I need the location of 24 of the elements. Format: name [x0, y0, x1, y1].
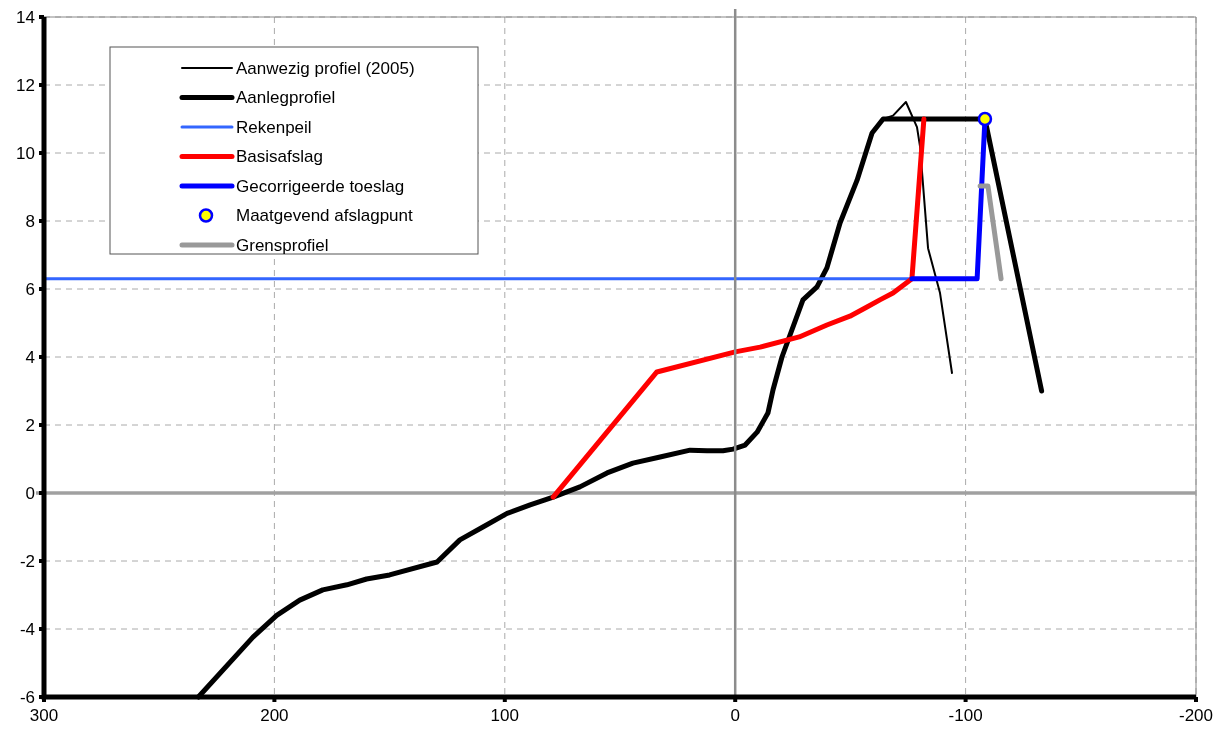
y-tick-label: -4	[19, 619, 35, 639]
x-tick-label: -200	[1178, 706, 1214, 725]
y-tick-label: 10	[16, 143, 35, 163]
y-tick-label: 4	[25, 347, 35, 367]
y-tick-label: 12	[16, 75, 35, 95]
x-tick-label: 200	[260, 706, 289, 725]
x-tick-label: 100	[490, 706, 519, 725]
y-tick-label: -2	[19, 551, 35, 571]
y-tick-label: -6	[19, 687, 35, 707]
legend-label: Basisafslag	[236, 147, 323, 167]
legend-label: Grensprofiel	[236, 235, 329, 255]
legend-label: Rekenpeil	[236, 117, 312, 137]
y-tick-label: 8	[25, 211, 35, 231]
legend-label: Maatgevend afslagpunt	[236, 206, 414, 226]
legend-label: Aanwezig profiel (2005)	[236, 58, 415, 78]
legend-label: Gecorrigeerde toeslag	[236, 176, 405, 196]
x-tick-label: 0	[730, 706, 740, 725]
x-tick-label: 300	[29, 706, 59, 725]
x-tick-label: -100	[948, 706, 983, 725]
y-tick-label: 6	[25, 279, 35, 299]
y-tick-label: 2	[25, 415, 35, 435]
y-tick-label: 14	[16, 7, 35, 27]
y-tick-label: 0	[25, 483, 35, 503]
legend-label: Aanlegprofiel	[236, 88, 336, 108]
